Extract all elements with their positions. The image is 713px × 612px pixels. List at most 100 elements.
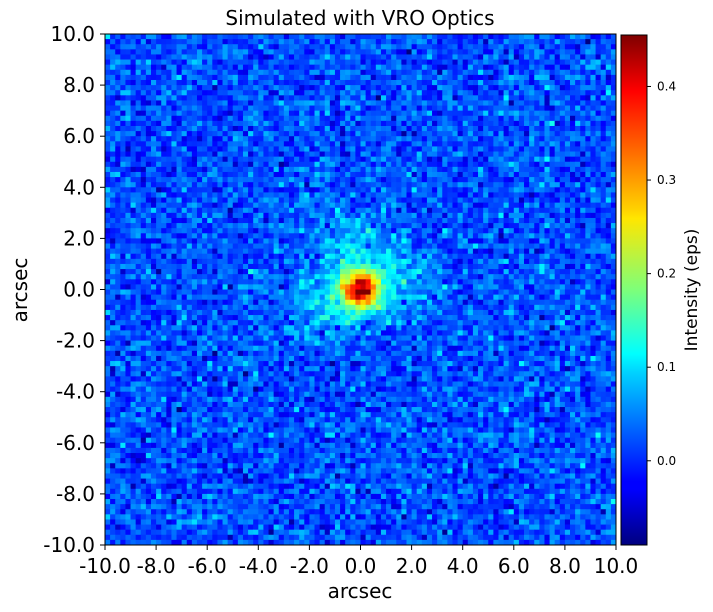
heatmap-cell xyxy=(207,146,213,152)
heatmap-cell xyxy=(299,95,305,101)
heatmap-cell xyxy=(452,274,458,280)
heatmap-cell xyxy=(278,69,285,76)
heatmap-cell xyxy=(242,243,249,250)
heatmap-cell xyxy=(493,85,499,91)
heatmap-cell xyxy=(360,49,367,55)
heatmap-cell xyxy=(140,238,147,244)
heatmap-cell xyxy=(248,263,254,270)
heatmap-cell xyxy=(467,44,474,50)
heatmap-cell xyxy=(457,59,464,66)
heatmap-cell xyxy=(263,49,269,55)
heatmap-cell xyxy=(386,85,392,91)
heatmap-cell xyxy=(360,197,367,204)
heatmap-cell xyxy=(105,161,111,168)
heatmap-cell xyxy=(319,274,326,280)
heatmap-cell xyxy=(319,202,326,209)
heatmap-cell xyxy=(544,105,550,112)
heatmap-cell xyxy=(176,161,183,168)
heatmap-cell xyxy=(191,74,198,81)
heatmap-cell xyxy=(437,136,443,142)
heatmap-cell xyxy=(110,100,116,106)
heatmap-cell xyxy=(258,110,264,117)
heatmap-cell xyxy=(360,85,367,91)
heatmap-cell xyxy=(437,44,443,50)
heatmap-cell xyxy=(273,115,280,122)
heatmap-cell xyxy=(452,146,458,152)
heatmap-cell xyxy=(304,44,310,50)
heatmap-cell xyxy=(375,85,382,91)
heatmap-cell xyxy=(478,187,484,193)
heatmap-cell xyxy=(135,258,142,265)
heatmap-cell xyxy=(161,110,167,117)
heatmap-cell xyxy=(401,74,407,81)
heatmap-cell xyxy=(334,39,341,45)
heatmap-cell xyxy=(324,161,331,168)
heatmap-cell xyxy=(564,197,571,204)
heatmap-cell xyxy=(105,110,111,117)
heatmap-cell xyxy=(534,110,540,117)
heatmap-cell xyxy=(559,243,566,250)
heatmap-cell xyxy=(493,253,499,260)
heatmap-cell xyxy=(375,105,382,112)
heatmap-cell xyxy=(559,161,566,168)
heatmap-cell xyxy=(120,177,126,183)
heatmap-cell xyxy=(207,120,213,127)
heatmap-cell xyxy=(309,212,315,219)
heatmap-cell xyxy=(288,192,295,198)
heatmap-cell xyxy=(452,131,458,137)
heatmap-cell xyxy=(237,74,244,81)
heatmap-cell xyxy=(391,125,397,132)
heatmap-cell xyxy=(345,171,351,178)
heatmap-cell xyxy=(227,217,234,224)
heatmap-cell xyxy=(161,44,167,50)
heatmap-cell xyxy=(391,243,397,250)
heatmap-cell xyxy=(467,39,474,45)
heatmap-cell xyxy=(457,279,464,285)
heatmap-cell xyxy=(319,141,326,147)
heatmap-cell xyxy=(196,131,203,137)
heatmap-cell xyxy=(600,34,607,40)
heatmap-cell xyxy=(110,59,116,66)
heatmap-cell xyxy=(370,192,377,198)
heatmap-cell xyxy=(115,243,121,250)
heatmap-cell xyxy=(161,253,167,260)
heatmap-cell xyxy=(304,182,310,188)
heatmap-cell xyxy=(324,253,331,260)
heatmap-cell xyxy=(288,74,295,81)
heatmap-cell xyxy=(248,69,254,76)
heatmap-cell xyxy=(370,284,377,290)
heatmap-cell xyxy=(258,34,264,40)
heatmap-cell xyxy=(202,90,208,96)
heatmap-cell xyxy=(508,207,515,214)
heatmap-cell xyxy=(559,233,566,239)
heatmap-cell xyxy=(156,253,162,260)
heatmap-cell xyxy=(253,85,259,91)
heatmap-cell xyxy=(447,34,453,40)
heatmap-cell xyxy=(232,248,239,255)
heatmap-cell xyxy=(196,279,203,285)
heatmap-cell xyxy=(309,120,315,127)
heatmap-cell xyxy=(365,54,372,60)
heatmap-cell xyxy=(202,54,208,60)
heatmap-cell xyxy=(605,44,612,50)
heatmap-cell xyxy=(345,141,351,147)
heatmap-cell xyxy=(452,95,458,101)
heatmap-cell xyxy=(294,253,300,260)
heatmap-cell xyxy=(268,74,275,81)
heatmap-cell xyxy=(518,207,525,214)
heatmap-cell xyxy=(248,34,254,40)
heatmap-cell xyxy=(283,141,290,147)
heatmap-cell xyxy=(105,177,111,183)
heatmap-cell xyxy=(493,248,499,255)
heatmap-cell xyxy=(375,223,382,229)
heatmap-cell xyxy=(534,100,540,106)
heatmap-cell xyxy=(416,100,423,106)
heatmap-cell xyxy=(380,100,387,106)
heatmap-cell xyxy=(472,207,479,214)
heatmap-cell xyxy=(120,100,126,106)
heatmap-cell xyxy=(191,161,198,168)
heatmap-cell xyxy=(294,141,300,147)
heatmap-cell xyxy=(416,85,423,91)
heatmap-cell xyxy=(130,166,137,173)
heatmap-cell xyxy=(258,223,264,229)
